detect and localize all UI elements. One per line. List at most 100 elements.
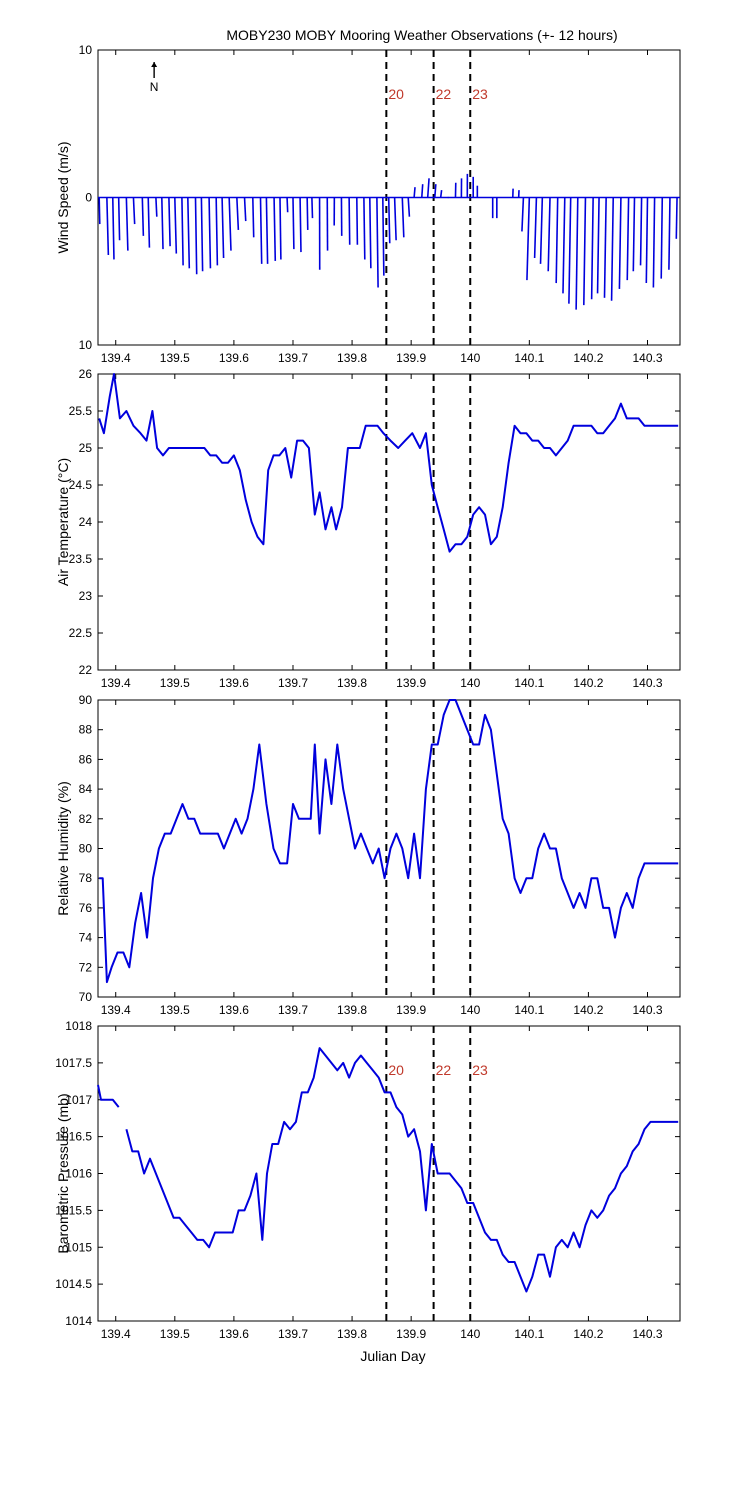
y-tick-label: 22.5 [69,626,93,640]
wind-vector [181,197,184,266]
wind-vector [568,197,572,304]
y-tick-label: 1016 [65,1167,92,1181]
wind-vector [539,197,544,264]
x-tick-label: 139.9 [396,351,426,365]
x-tick-label: 140.3 [632,351,662,365]
y-tick-label: 1014.5 [55,1277,92,1291]
wind-vector [426,178,430,198]
x-tick-label: 140.3 [632,676,662,690]
y-tick-label: 78 [79,871,93,885]
wind-vector [273,197,277,261]
x-tick-label: 139.9 [396,676,426,690]
wind-vector [187,197,191,269]
x-tick-label: 139.4 [101,351,131,365]
y-tick-label: 23.5 [69,552,93,566]
event-label: 22 [436,1062,452,1078]
wind-vector [660,197,664,279]
wind-vector [208,197,212,269]
x-tick-label: 139.7 [278,676,308,690]
y-tick-label: 72 [79,960,93,974]
wind-vector [215,197,219,266]
x-tick-label: 139.6 [219,1327,249,1341]
y-tick-label: 24.5 [69,478,93,492]
wind-vector [407,197,411,217]
wind-vector [292,197,295,250]
wind-vector [147,197,151,248]
wind-vector [117,197,121,241]
y-tick-label: 1018 [65,1019,92,1033]
x-tick-label: 140.1 [514,1327,544,1341]
x-tick-label: 139.4 [101,676,131,690]
y-tick-label: 25 [79,441,93,455]
wind-vector [252,197,255,238]
x-tick-label: 139.7 [278,1327,308,1341]
wind-vector [363,197,366,260]
wind-vector [259,197,263,264]
y-axis-label: Air Temperature (°C) [55,458,71,586]
event-label: 23 [472,86,488,102]
north-arrowhead-icon [151,62,158,67]
event-label: 20 [388,86,404,102]
y-tick-label: 25.5 [69,404,93,418]
y-tick-label: 1015 [65,1240,92,1254]
y-tick-label: 90 [79,693,93,707]
x-tick-label: 139.4 [101,1327,131,1341]
x-tick-label: 140.3 [632,1327,662,1341]
wind-vector [194,197,198,275]
wind-vector [221,197,225,258]
axes-box [97,699,681,998]
wind-vector [299,197,302,253]
event-label: 22 [436,86,452,102]
panel-3: 139.4 139.5 139.6 139.7 139.8 139.9 140 140.1 14… [55,693,681,1017]
wind-vector [555,197,559,284]
y-axis-label: Barometric Pressure (mb) [55,1093,71,1253]
wind-vector [521,197,525,232]
x-tick-label: 139.8 [337,1327,367,1341]
wind-vector [381,197,385,276]
x-tick-label: 140.2 [573,351,603,365]
wind-vector [533,197,538,258]
axes-box [97,373,681,671]
x-tick-label: 140 [460,1327,480,1341]
wind-vector [393,197,397,241]
wind-vector [420,184,424,198]
x-tick-label: 139.4 [101,1003,131,1017]
series-line [98,373,679,553]
x-tick-label: 140 [460,1003,480,1017]
x-tick-label: 139.8 [337,676,367,690]
y-tick-label: 74 [79,931,93,945]
wind-vector [348,197,351,245]
event-label: 20 [388,1062,404,1078]
x-tick-label: 140.2 [573,1327,603,1341]
x-tick-label: 139.9 [396,1327,426,1341]
wind-vector [228,197,232,251]
x-tick-label: 139.5 [160,351,190,365]
wind-vector [236,197,240,230]
wind-vector [645,197,649,284]
series-line [99,699,679,984]
figure-title: MOBY230 MOBY Mooring Weather Observation… [226,27,617,43]
event-label: 23 [472,1062,488,1078]
wind-vector [155,197,158,217]
wind-vector [610,197,615,301]
y-tick-label: 23 [79,589,93,603]
y-tick-label: 88 [79,723,93,737]
panel-4: 139.4 139.5 139.6 139.7 139.8 139.9 140 140.1 14… [55,1019,681,1341]
wind-vector [174,197,178,254]
wind-vector [376,197,379,288]
wind-vector [639,197,643,266]
y-tick-label: 1014 [65,1314,92,1328]
wind-vector [433,184,437,198]
wind-vector [632,197,636,272]
y-tick-label: 86 [79,752,93,766]
north-label: N [150,80,159,94]
y-tick-label: 84 [79,782,93,796]
wind-vector [106,197,110,256]
x-tick-label: 139.6 [219,1003,249,1017]
x-tick-label: 139.7 [278,1003,308,1017]
wind-vector [286,197,289,213]
wind-vector [132,197,136,225]
y-tick-label: 1015.5 [55,1203,92,1217]
wind-vector [583,197,587,306]
